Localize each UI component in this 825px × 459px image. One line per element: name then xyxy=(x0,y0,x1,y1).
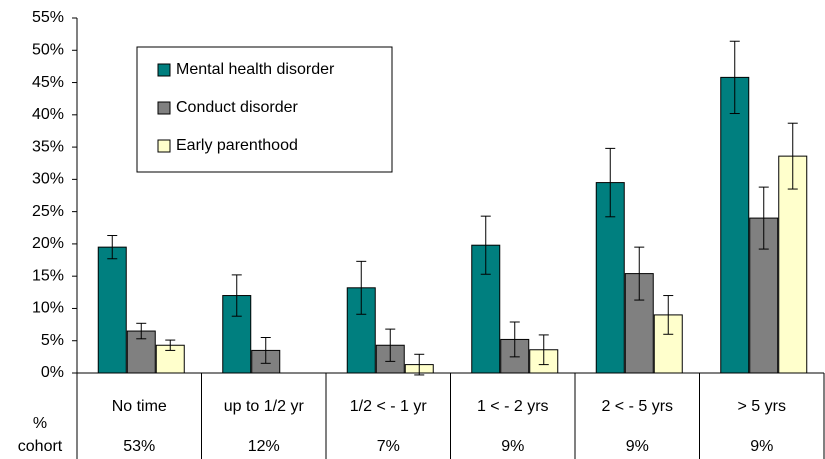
row-header: cohort xyxy=(18,438,63,455)
y-tick-label: 35% xyxy=(32,138,64,155)
y-tick-label: 30% xyxy=(32,171,64,188)
legend xyxy=(136,46,393,173)
y-tick-label: 15% xyxy=(32,267,64,284)
x-tick-label: No time xyxy=(112,398,167,415)
bar xyxy=(97,246,127,374)
cohort-value: 53% xyxy=(123,438,155,455)
cohort-value: 9% xyxy=(750,438,773,455)
y-tick-label: 20% xyxy=(32,235,64,252)
bar xyxy=(778,155,808,374)
legend-label: Early parenthood xyxy=(176,137,298,154)
y-tick-label: 25% xyxy=(32,203,64,220)
legend-swatch xyxy=(157,139,171,153)
y-tick-label: 40% xyxy=(32,106,64,123)
x-tick-label: 1/2 < - 1 yr xyxy=(350,398,428,415)
y-tick-label: 10% xyxy=(32,300,64,317)
y-tick-label: 50% xyxy=(32,41,64,58)
cohort-value: 12% xyxy=(248,438,280,455)
cohort-value: 9% xyxy=(501,438,524,455)
x-tick-label: > 5 yrs xyxy=(738,398,786,415)
cohort-value: 7% xyxy=(377,438,400,455)
x-tick-label: 1 < - 2 yrs xyxy=(477,398,549,415)
cohort-value: 9% xyxy=(626,438,649,455)
legend-swatch xyxy=(157,63,171,77)
y-tick-label: 5% xyxy=(41,332,64,349)
y-tick-label: 0% xyxy=(41,364,64,381)
row-header: % xyxy=(33,415,47,432)
legend-swatch xyxy=(157,101,171,115)
x-tick-label: up to 1/2 yr xyxy=(224,398,305,415)
bar xyxy=(720,76,750,374)
y-tick-label: 55% xyxy=(32,9,64,26)
y-tick-label: 45% xyxy=(32,74,64,91)
legend-label: Conduct disorder xyxy=(176,99,299,116)
x-tick-label: 2 < - 5 yrs xyxy=(601,398,673,415)
legend-label: Mental health disorder xyxy=(176,61,335,78)
